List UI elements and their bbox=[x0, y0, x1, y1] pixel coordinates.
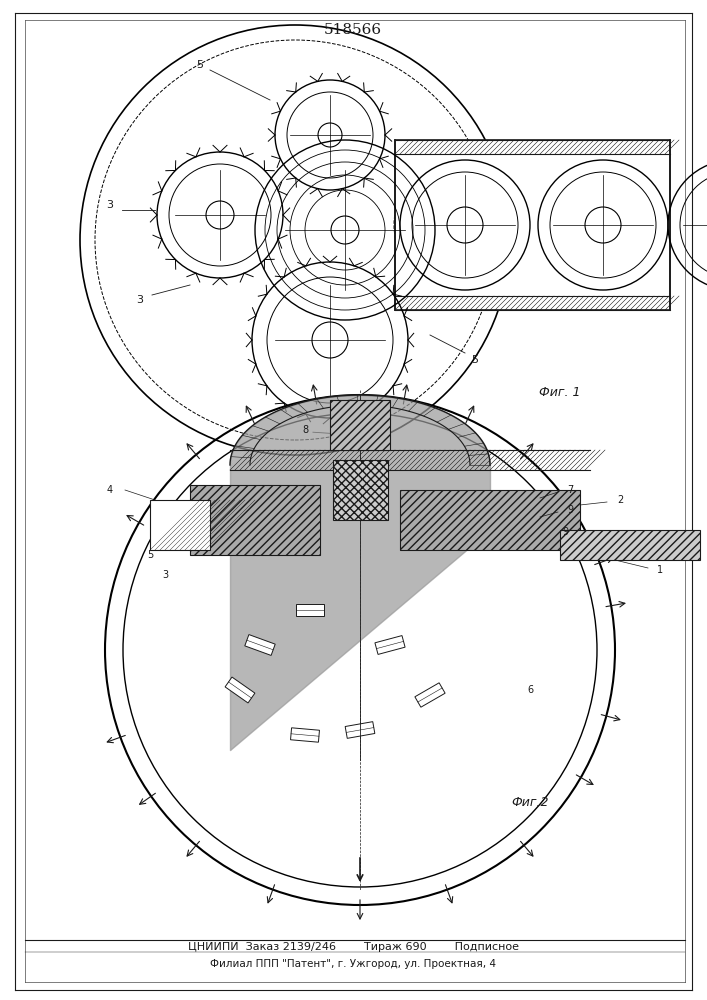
Text: 8: 8 bbox=[302, 425, 308, 435]
Text: 5: 5 bbox=[197, 60, 204, 70]
Text: 1: 1 bbox=[657, 565, 663, 575]
Bar bbox=[415, 683, 445, 707]
Bar bbox=[225, 677, 255, 703]
Bar bbox=[291, 728, 320, 742]
Text: 5: 5 bbox=[147, 550, 153, 560]
Text: 4: 4 bbox=[107, 485, 113, 495]
Text: Фиг. 1: Фиг. 1 bbox=[539, 386, 580, 399]
Text: 9: 9 bbox=[567, 505, 573, 515]
Bar bbox=[150, 500, 210, 550]
Text: 3: 3 bbox=[107, 200, 114, 210]
Text: 2: 2 bbox=[617, 495, 623, 505]
Text: 7: 7 bbox=[567, 485, 573, 495]
Bar bbox=[400, 490, 580, 550]
Bar bbox=[333, 460, 388, 520]
Bar bbox=[245, 635, 275, 655]
Text: 3: 3 bbox=[136, 295, 144, 305]
Bar bbox=[330, 400, 390, 450]
Bar bbox=[375, 636, 405, 654]
Text: 9: 9 bbox=[562, 527, 568, 537]
Bar bbox=[296, 604, 324, 616]
Text: ЦНИИПИ  Заказ 2139/246        Тираж 690        Подписное: ЦНИИПИ Заказ 2139/246 Тираж 690 Подписно… bbox=[187, 942, 518, 952]
Text: 518566: 518566 bbox=[324, 23, 382, 37]
Text: 5: 5 bbox=[472, 355, 479, 365]
Bar bbox=[345, 722, 375, 738]
Text: 3: 3 bbox=[162, 570, 168, 580]
Text: Филиал ППП "Патент", г. Ужгород, ул. Проектная, 4: Филиал ППП "Патент", г. Ужгород, ул. Про… bbox=[210, 959, 496, 969]
Text: 6: 6 bbox=[527, 685, 533, 695]
Bar bbox=[190, 485, 320, 555]
Text: Фиг.2: Фиг.2 bbox=[511, 796, 549, 808]
Bar bbox=[560, 530, 700, 560]
Bar bbox=[395, 140, 670, 310]
